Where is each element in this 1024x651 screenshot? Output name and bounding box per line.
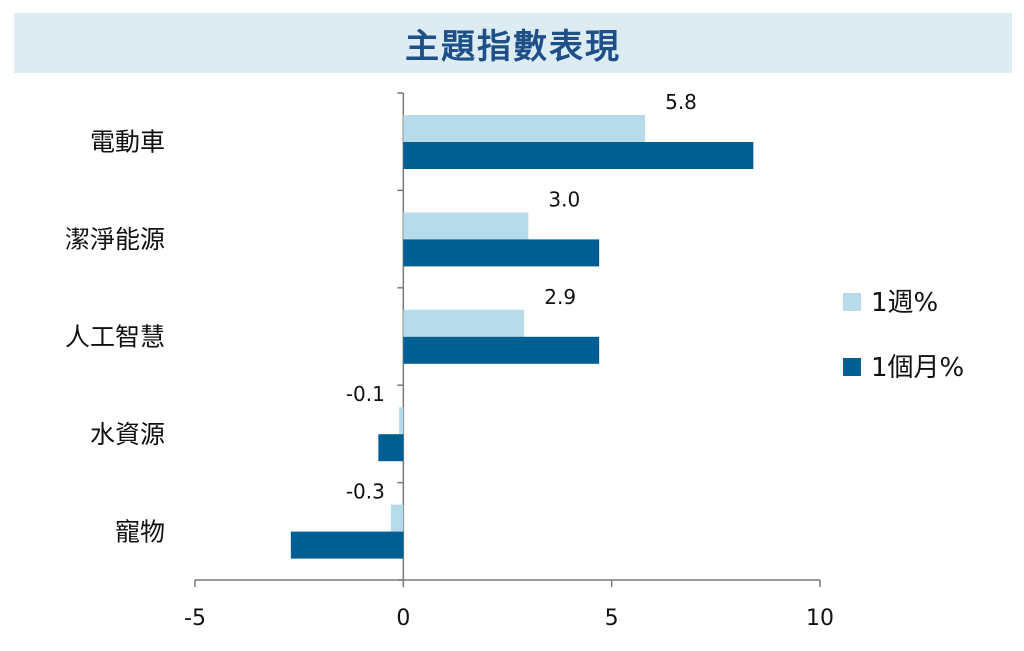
- data-label: -0.1: [346, 382, 385, 406]
- category-label: 電動車: [90, 128, 165, 157]
- bar-1week: [403, 309, 525, 337]
- category-label: 人工智慧: [65, 323, 165, 352]
- data-label: -0.3: [346, 480, 385, 504]
- bar-1week: [403, 115, 645, 142]
- bar-1month: [290, 531, 404, 559]
- legend-label: 1週%: [871, 288, 938, 318]
- category-label: 寵物: [115, 517, 165, 546]
- bar-1week: [390, 504, 404, 532]
- legend-swatch: [843, 358, 861, 376]
- x-tick-label: 0: [396, 606, 410, 631]
- data-label: 2.9: [544, 285, 576, 309]
- bar-1week: [403, 212, 529, 240]
- category-label: 潔淨能源: [65, 225, 165, 254]
- data-label: 3.0: [548, 187, 580, 211]
- bar-1month: [403, 239, 600, 267]
- x-tick-label: 5: [605, 606, 619, 631]
- bar-1month: [378, 434, 404, 462]
- data-label: 5.8: [665, 90, 697, 114]
- title-bar: 主題指數表現: [14, 13, 1012, 73]
- bar-1week: [399, 407, 404, 435]
- bar-1month: [403, 336, 600, 364]
- bar-1month: [403, 142, 754, 169]
- category-label: 水資源: [90, 420, 165, 449]
- chart-title: 主題指數表現: [405, 26, 621, 67]
- x-tick-label: 10: [806, 606, 834, 631]
- legend-swatch: [843, 293, 861, 311]
- x-tick-label: -5: [184, 606, 206, 631]
- legend-label: 1個月%: [871, 353, 964, 383]
